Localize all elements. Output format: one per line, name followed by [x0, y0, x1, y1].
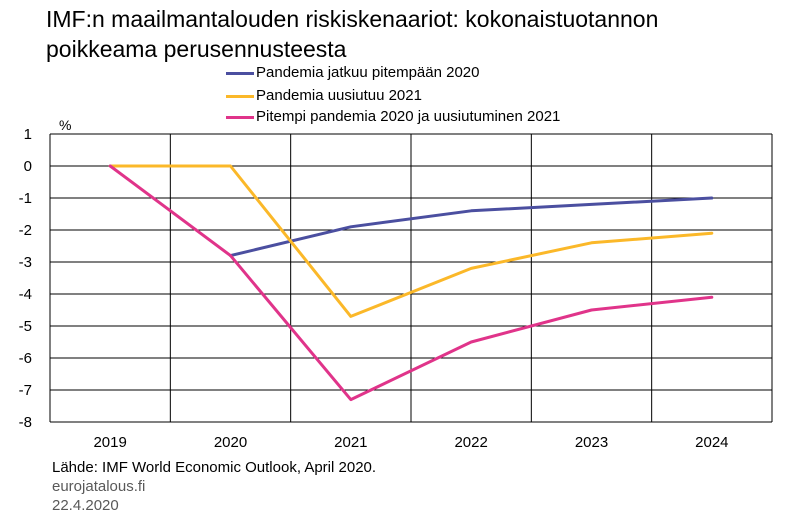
series-line-1 [229, 196, 714, 258]
legend-swatch-1 [226, 72, 254, 75]
legend-swatch-2 [226, 95, 254, 98]
y-tick-label: -7 [19, 382, 32, 399]
x-tick-label: 2020 [214, 434, 247, 451]
title-line-1: IMF:n maailmantalouden riskiskenaariot: … [46, 6, 659, 32]
y-tick-label: -6 [19, 350, 32, 367]
x-tick-label: 2022 [454, 434, 487, 451]
series-line-3 [108, 164, 714, 402]
x-tick-label: 2023 [575, 434, 608, 451]
series-line-2 [108, 164, 714, 318]
legend-label-1: Pandemia jatkuu pitempään 2020 [256, 64, 480, 81]
y-unit-label: % [59, 117, 72, 133]
y-tick-label: -1 [19, 190, 32, 207]
y-tick-label: -5 [19, 318, 32, 335]
x-tick-label: 2024 [695, 434, 728, 451]
legend-label-2: Pandemia uusiutuu 2021 [256, 87, 422, 104]
y-tick-label: -3 [19, 254, 32, 271]
chart-title: IMF:n maailmantalouden riskiskenaariot: … [46, 4, 786, 64]
source-note: Lähde: IMF World Economic Outlook, April… [52, 459, 377, 476]
site-name: eurojatalous.fi [52, 478, 146, 495]
x-tick-label: 2021 [334, 434, 367, 451]
legend-swatch-3 [226, 116, 254, 119]
publish-date: 22.4.2020 [52, 497, 119, 514]
y-tick-label: -2 [19, 222, 32, 239]
y-tick-label: -4 [19, 286, 32, 303]
y-tick-label: -8 [19, 414, 32, 431]
x-tick-label: 2019 [93, 434, 126, 451]
y-tick-label: 0 [24, 158, 32, 175]
legend-label-3: Pitempi pandemia 2020 ja uusiutuminen 20… [256, 108, 561, 125]
title-line-2: poikkeama perusennusteesta [46, 36, 347, 62]
y-tick-label: 1 [24, 126, 32, 143]
